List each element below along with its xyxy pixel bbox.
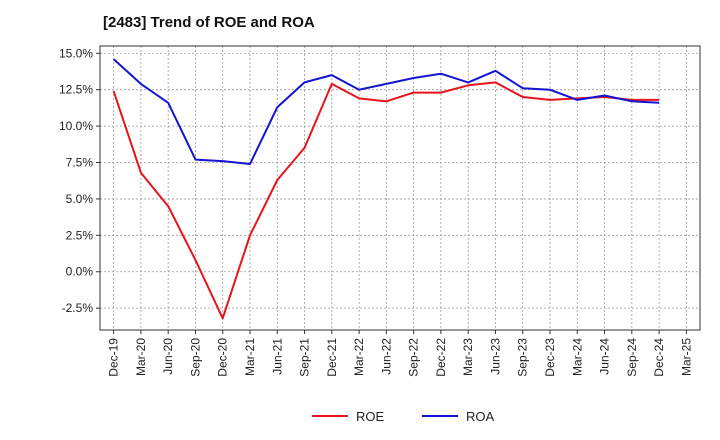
x-tick-label: Dec-20 (216, 338, 230, 377)
chart-title: [2483] Trend of ROE and ROA (103, 14, 315, 31)
x-tick-label: Sep-21 (298, 338, 312, 377)
x-tick-label: Mar-22 (352, 338, 366, 376)
y-tick-label: 5.0% (66, 192, 94, 206)
x-tick-label: Mar-24 (570, 338, 584, 376)
y-tick-label: 10.0% (59, 119, 93, 133)
x-tick-label: Dec-23 (543, 338, 557, 377)
x-tick-label: Mar-21 (243, 338, 257, 376)
x-tick-label: Jun-21 (270, 338, 284, 375)
y-tick-label: 0.0% (66, 265, 94, 279)
x-tick-label: Mar-23 (461, 338, 475, 376)
y-tick-label: 15.0% (59, 46, 93, 60)
y-tick-label: 7.5% (66, 156, 94, 170)
x-tick-label: Sep-24 (625, 338, 639, 377)
x-tick-label: Dec-19 (107, 338, 121, 377)
series-line-roe (112, 81, 660, 320)
plot-frame (99, 45, 701, 331)
x-tick-label: Jun-23 (488, 338, 502, 375)
plot-area (100, 46, 700, 330)
y-tick-label: -2.5% (62, 301, 94, 315)
x-tick-label: Sep-22 (407, 338, 421, 377)
x-tick-label: Mar-25 (679, 338, 693, 376)
y-tick-label: 12.5% (59, 83, 93, 97)
series-line-roa (112, 58, 660, 165)
x-tick-label: Jun-20 (161, 338, 175, 375)
x-tick-label: Dec-21 (325, 338, 339, 377)
x-tick-label: Mar-20 (134, 338, 148, 376)
x-tick-label: Sep-23 (516, 338, 530, 377)
y-tick-label: 2.5% (66, 228, 94, 242)
legend-label-roa: ROA (466, 409, 495, 424)
x-tick-label: Sep-20 (188, 338, 202, 377)
legend-label-roe: ROE (356, 409, 385, 424)
x-tick-label: Dec-24 (652, 338, 666, 377)
x-tick-label: Dec-22 (434, 338, 448, 377)
x-tick-label: Jun-22 (379, 338, 393, 375)
x-tick-label: Jun-24 (598, 338, 612, 375)
